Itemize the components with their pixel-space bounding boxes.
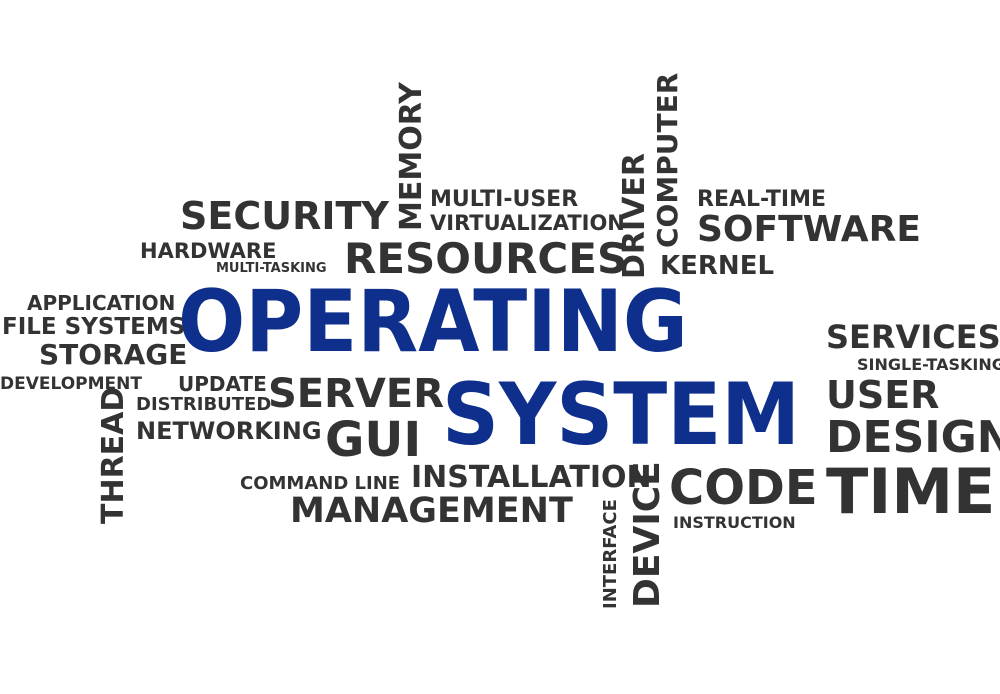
word-networking: NETWORKING [136,417,322,445]
word-real-time: REAL-TIME [697,187,827,212]
word-driver: DRIVER [617,153,652,279]
word-thread: THREAD [96,386,131,524]
word-multi-tasking: MULTI-TASKING [216,261,327,276]
word-update: UPDATE [178,372,267,396]
word-distributed: DISTRIBUTED [136,394,272,415]
word-security: SECURITY [180,194,389,238]
word-code: CODE [669,460,818,516]
word-multi-user: MULTI-USER [430,187,579,212]
word-development: DEVELOPMENT [0,374,142,394]
word-hardware: HARDWARE [140,239,277,263]
word-installation: INSTALLATION [411,460,652,495]
word-virtualization: VIRTUALIZATION [430,211,625,235]
word-file-systems: FILE SYSTEMS [2,314,186,340]
word-time: TIME [826,455,996,528]
word-user: USER [826,373,940,417]
word-device: DEVICE [627,461,668,608]
word-operating: OPERATING [178,272,688,372]
word-instruction: INSTRUCTION [673,513,796,532]
word-memory: MEMORY [394,82,429,231]
word-computer: COMPUTER [651,72,684,248]
word-command-line: COMMAND LINE [240,473,401,494]
word-kernel: KERNEL [660,251,775,281]
word-interface: INTERFACE [600,499,621,609]
word-server: SERVER [268,371,445,417]
word-storage: STORAGE [39,338,188,371]
word-design: DESIGN [826,412,1000,463]
word-gui: GUI [325,412,422,468]
word-services: SERVICES [826,318,1000,356]
word-application: APPLICATION [27,291,176,315]
word-management: MANAGEMENT [290,491,573,531]
word-resources: RESOURCES [344,234,628,283]
word-single-tasking: SINGLE-TASKING [857,355,1000,374]
word-system: SYSTEM [442,365,801,465]
word-software: SOFTWARE [697,209,921,250]
